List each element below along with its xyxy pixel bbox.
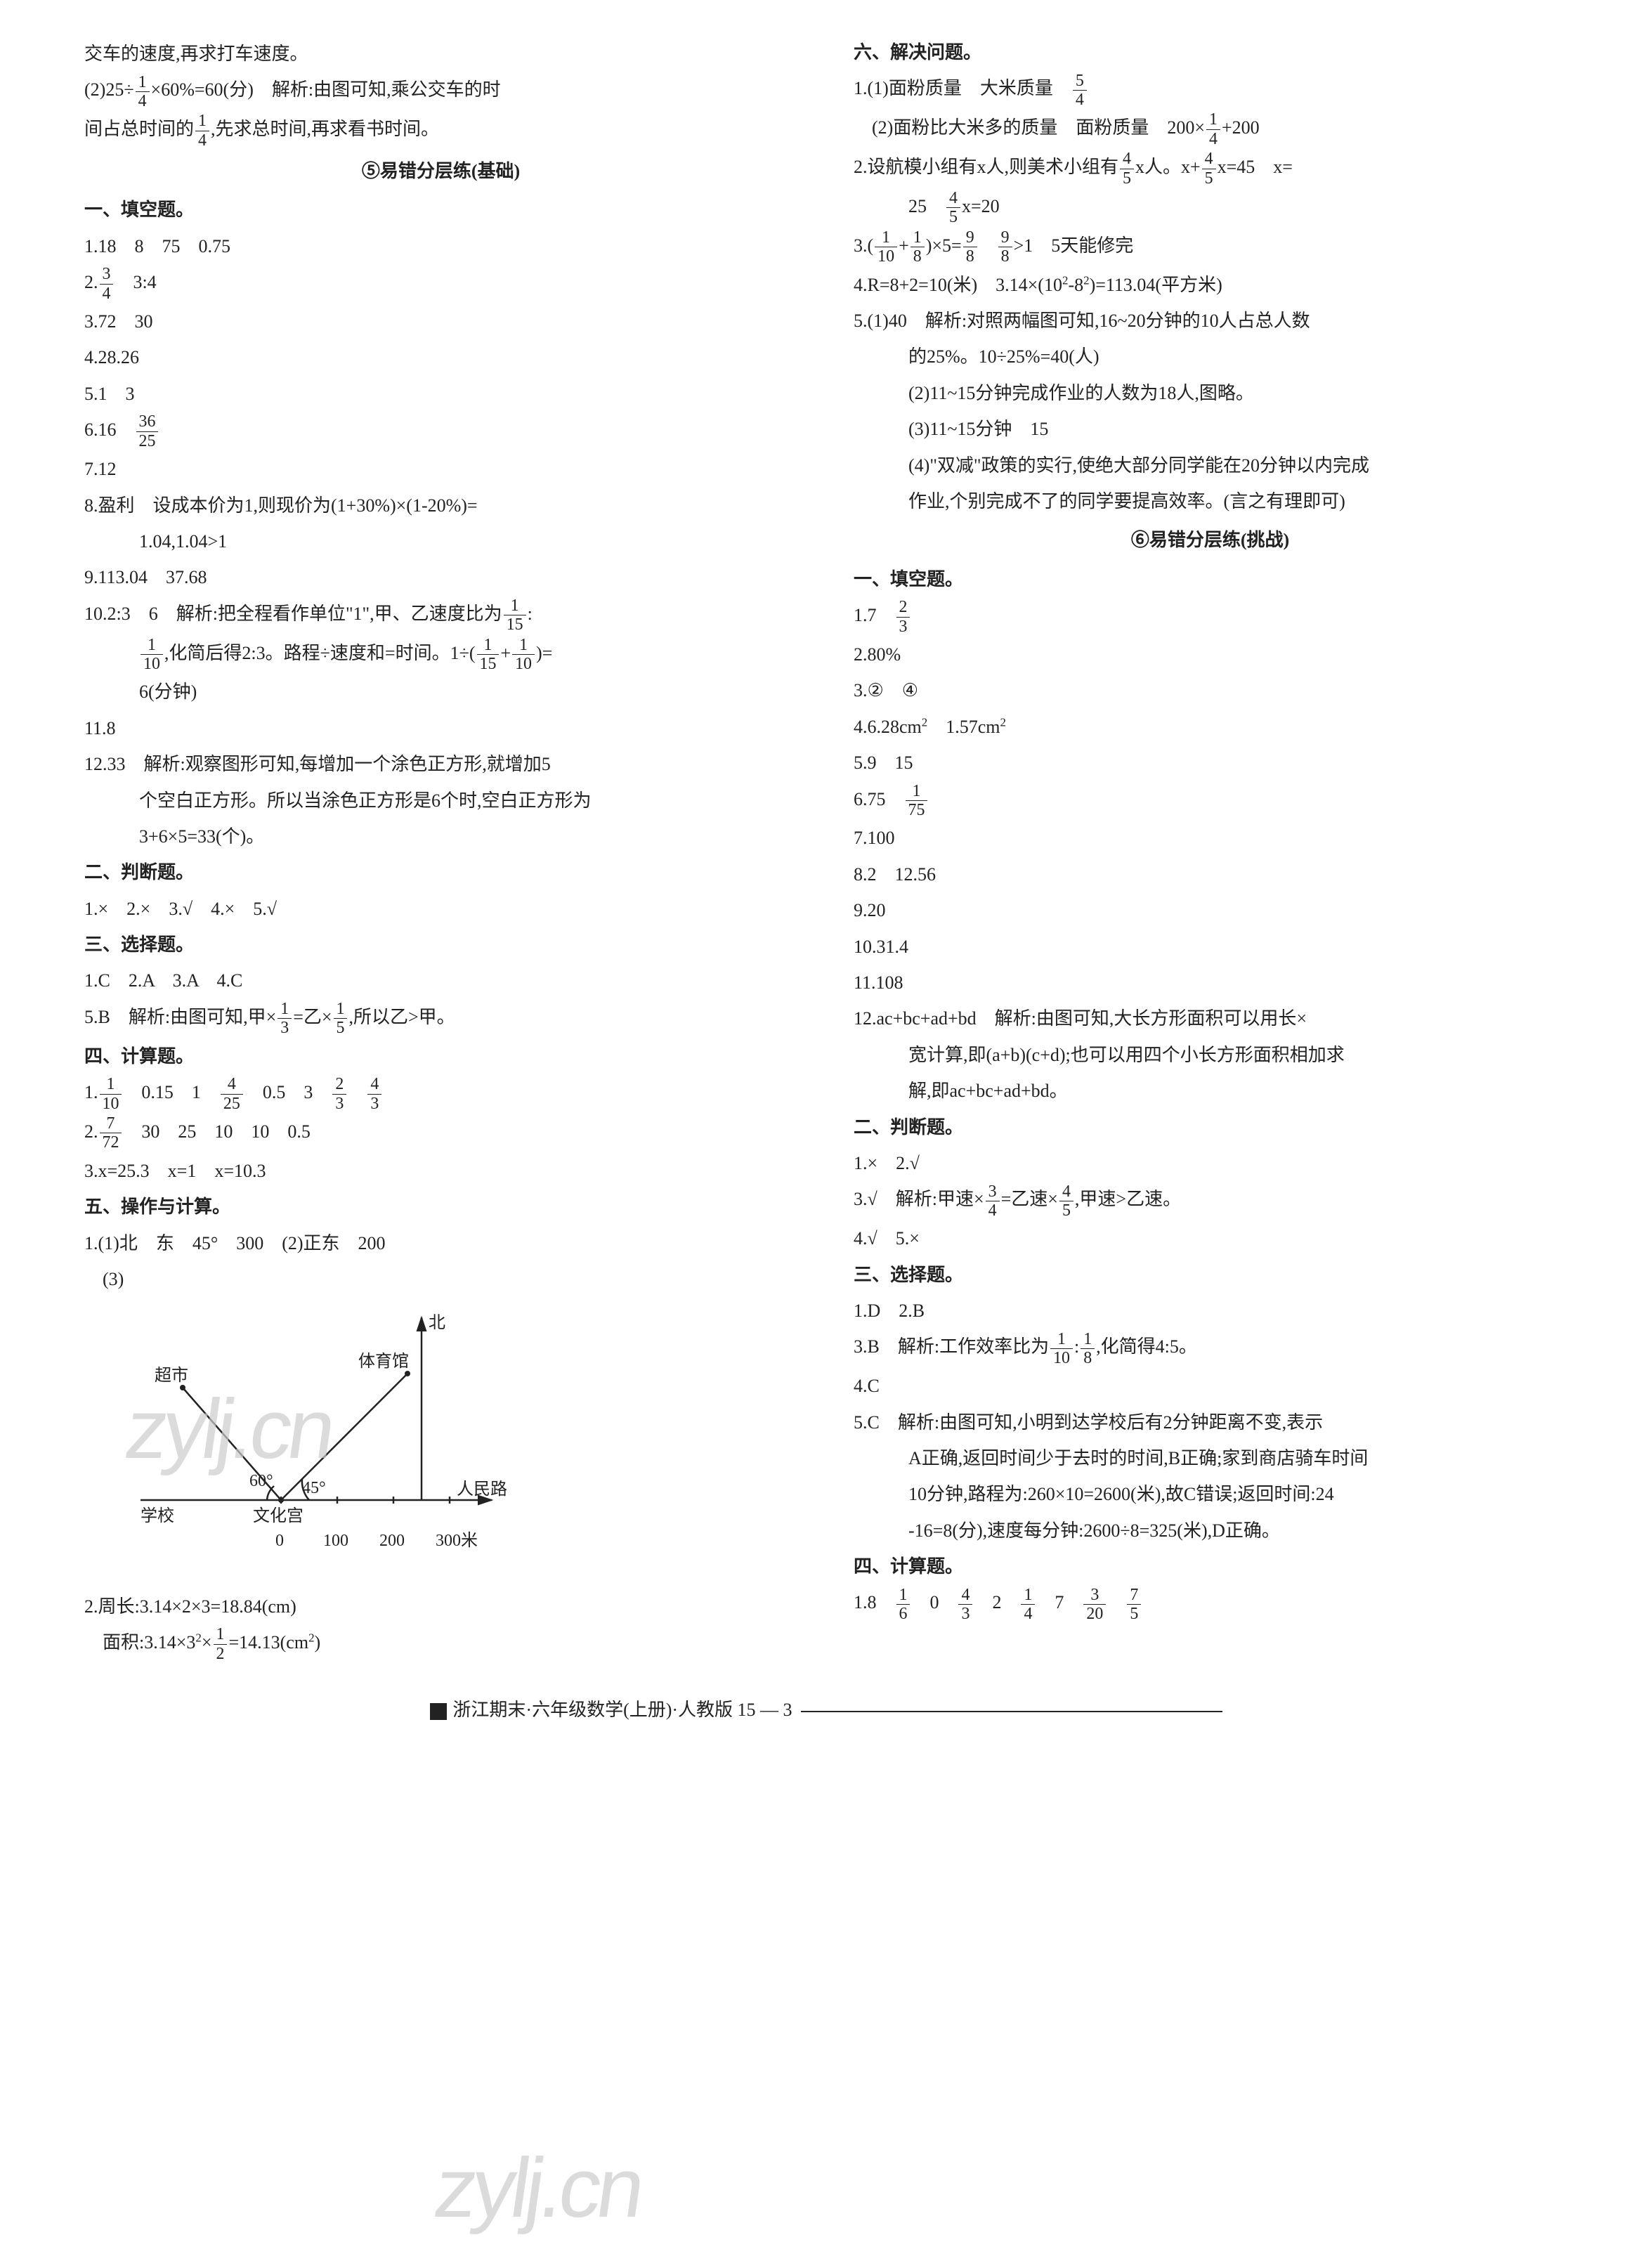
fill-item-r: 4.6.28cm2 1.57cm2: [854, 710, 1567, 744]
fill-item-r: 7.100: [854, 821, 1567, 855]
fill-item-r: 11.108: [854, 965, 1567, 1000]
footer-square-icon: [429, 1702, 448, 1721]
page-footer: 浙江期末·六年级数学(上册)·人教版 15 — 3: [84, 1686, 1567, 1727]
road-label: 人民路: [457, 1480, 507, 1499]
footer-underline: [801, 1711, 1222, 1712]
op-item: 1.(1)北 东 45° 300 (2)正东 200: [84, 1226, 797, 1260]
fill-item: 4.28.26: [84, 340, 797, 374]
palace-label: 文化宫: [253, 1506, 304, 1525]
solve-item: (3)11~15分钟 15: [854, 412, 1567, 446]
choice-item: 5.B 解析:由图可知,甲×13=乙×15,所以乙>甲。: [84, 1000, 797, 1038]
solve-item: 5.(1)40 解析:对照两幅图可知,16~20分钟的10人占总人数: [854, 304, 1567, 338]
svg-text:200: 200: [379, 1532, 405, 1550]
judge-heading-r: 二、判断题。: [854, 1110, 1567, 1145]
solve-item: 的25%。10÷25%=40(人): [854, 339, 1567, 374]
judge-line: 1.× 2.× 3.√ 4.× 5.√: [84, 892, 797, 926]
fill-item-r: 1.7 23: [854, 598, 1567, 636]
op2-item: 2.周长:3.14×2×3=18.84(cm): [84, 1589, 797, 1624]
judge-item-r: 4.√ 5.×: [854, 1221, 1567, 1256]
stadium-label: 体育馆: [358, 1352, 409, 1371]
svg-text:100: 100: [323, 1532, 348, 1550]
calc-item: 1.110 0.15 1 425 0.5 3 23 43: [84, 1075, 797, 1113]
fill-item: 1.04,1.04>1: [84, 524, 797, 559]
choice-heading: 三、选择题。: [84, 927, 797, 962]
fill-item-r: 9.20: [854, 893, 1567, 927]
op-item: (3): [84, 1262, 797, 1296]
watermark: zylj.cn: [424, 2108, 651, 2268]
choice-item-r: 1.D 2.B: [854, 1293, 1567, 1328]
fill-item: 6(分钟): [84, 674, 797, 709]
angle45-label: 45°: [302, 1479, 326, 1497]
north-label: 北: [429, 1313, 445, 1332]
solve-item: 作业,个别完成不了的同学要提高效率。(言之有理即可): [854, 484, 1567, 519]
supermarket-label: 超市: [155, 1366, 188, 1385]
intro-line: (2)25÷14×60%=60(分) 解析:由图可知,乘公交车的时: [84, 72, 797, 110]
choice-heading-r: 三、选择题。: [854, 1258, 1567, 1292]
choice-item-r: 5.C 解析:由图可知,小明到达学校后有2分钟距离不变,表示: [854, 1405, 1567, 1440]
calc-item: 2.772 30 25 10 10 0.5: [84, 1114, 797, 1152]
judge-item-r: 3.√ 解析:甲速×34=乙速×45,甲速>乙速。: [854, 1182, 1567, 1220]
intro-line: 间占总时间的14,先求总时间,再求看书时间。: [84, 112, 797, 150]
fill-item: 110,化简后得2:3。路程÷速度和=时间。1÷(115+110)=: [84, 636, 797, 674]
angle60-label: 60°: [249, 1472, 273, 1490]
fill-item-r: 宽计算,即(a+b)(c+d);也可以用四个小长方形面积相加求: [854, 1038, 1567, 1072]
choice-item-r: 3.B 解析:工作效率比为110:18,化简得4:5。: [854, 1329, 1567, 1367]
svg-text:0: 0: [275, 1532, 284, 1550]
fill-item: 11.8: [84, 711, 797, 745]
judge-heading: 二、判断题。: [84, 855, 797, 889]
calc-heading-r: 四、计算题。: [854, 1549, 1567, 1584]
fill-item-r: 解,即ac+bc+ad+bd。: [854, 1074, 1567, 1108]
fill-item-r: 8.2 12.56: [854, 857, 1567, 892]
fill-item: 12.33 解析:观察图形可知,每增加一个涂色正方形,就增加5: [84, 747, 797, 781]
solve-item: (2)11~15分钟完成作业的人数为18人,图略。: [854, 376, 1567, 410]
section-5-title: ⑤易错分层练(基础): [84, 154, 797, 188]
choice-item-r: 10分钟,路程为:260×10=2600(米),故C错误;返回时间:24: [854, 1477, 1567, 1511]
fill-item: 3.72 30: [84, 304, 797, 339]
solve-item: 4.R=8+2=10(米) 3.14×(102-82)=113.04(平方米): [854, 268, 1567, 302]
choice-item-r: 4.C: [854, 1369, 1567, 1403]
footer-text: 浙江期末·六年级数学(上册)·人教版 15 — 3: [452, 1700, 792, 1720]
direction-diagram: 北 体育馆 超市 学校 文化宫 人民路 60° 45° 0 100 200 30…: [126, 1303, 797, 1582]
fill-item-r: 10.31.4: [854, 930, 1567, 964]
solve-heading: 六、解决问题。: [854, 35, 1567, 70]
school-label: 学校: [141, 1506, 174, 1525]
fill-item: 2.34 3:4: [84, 265, 797, 303]
choice-item-r: -16=8(分),速度每分钟:2600÷8=325(米),D正确。: [854, 1513, 1567, 1548]
fill-heading: 一、填空题。: [84, 193, 797, 227]
fill-item: 6.16 3625: [84, 412, 797, 450]
fill-item: 5.1 3: [84, 377, 797, 411]
fill-heading-r: 一、填空题。: [854, 562, 1567, 597]
fill-item: 10.2:3 6 解析:把全程看作单位"1",甲、乙速度比为115:: [84, 597, 797, 634]
op-heading: 五、操作与计算。: [84, 1190, 797, 1224]
fill-item: 8.盈利 设成本价为1,则现价为(1+30%)×(1-20%)=: [84, 488, 797, 523]
op2-item: 面积:3.14×32×12=14.13(cm2): [84, 1625, 797, 1663]
solve-item: (2)面粉比大米多的质量 面粉质量 200×14+200: [854, 110, 1567, 148]
fill-item-r: 3.② ④: [854, 673, 1567, 708]
solve-item: 1.(1)面粉质量 大米质量 54: [854, 71, 1567, 109]
solve-item: (4)"双减"政策的实行,使绝大部分同学能在20分钟以内完成: [854, 448, 1567, 483]
solve-item: 3.(110+18)×5=98 98>1 5天能修完: [854, 228, 1567, 266]
calc-heading: 四、计算题。: [84, 1039, 797, 1074]
solve-item: 25 45x=20: [854, 189, 1567, 227]
calc-item: 3.x=25.3 x=1 x=10.3: [84, 1154, 797, 1188]
solve-item: 2.设航模小组有x人,则美术小组有45x人。x+45x=45 x=: [854, 150, 1567, 188]
fill-item: 7.12: [84, 452, 797, 486]
choice-item-r: A正确,返回时间少于去时的时间,B正确;家到商店骑车时间: [854, 1441, 1567, 1475]
svg-text:300米: 300米: [436, 1531, 478, 1550]
fill-item-r: 6.75 175: [854, 782, 1567, 820]
right-column: 六、解决问题。 1.(1)面粉质量 大米质量 54 (2)面粉比大米多的质量 面…: [854, 35, 1567, 1664]
fill-item: 1.18 8 75 0.75: [84, 229, 797, 263]
fill-item: 个空白正方形。所以当涂色正方形是6个时,空白正方形为: [84, 783, 797, 818]
fill-item: 3+6×5=33(个)。: [84, 819, 797, 854]
fill-item-r: 2.80%: [854, 637, 1567, 672]
judge-item-r: 1.× 2.√: [854, 1146, 1567, 1180]
calc-item-r: 1.8 16 0 43 2 14 7 320 75: [854, 1585, 1567, 1623]
intro-line: 交车的速度,再求打车速度。: [84, 37, 797, 71]
fill-item-r: 5.9 15: [854, 745, 1567, 780]
left-column: 交车的速度,再求打车速度。 (2)25÷14×60%=60(分) 解析:由图可知…: [84, 35, 797, 1664]
fill-item: 9.113.04 37.68: [84, 560, 797, 594]
fill-item-r: 12.ac+bc+ad+bd 解析:由图可知,大长方形面积可以用长×: [854, 1001, 1567, 1036]
section-6-title: ⑥易错分层练(挑战): [854, 523, 1567, 557]
choice-item: 1.C 2.A 3.A 4.C: [84, 963, 797, 998]
